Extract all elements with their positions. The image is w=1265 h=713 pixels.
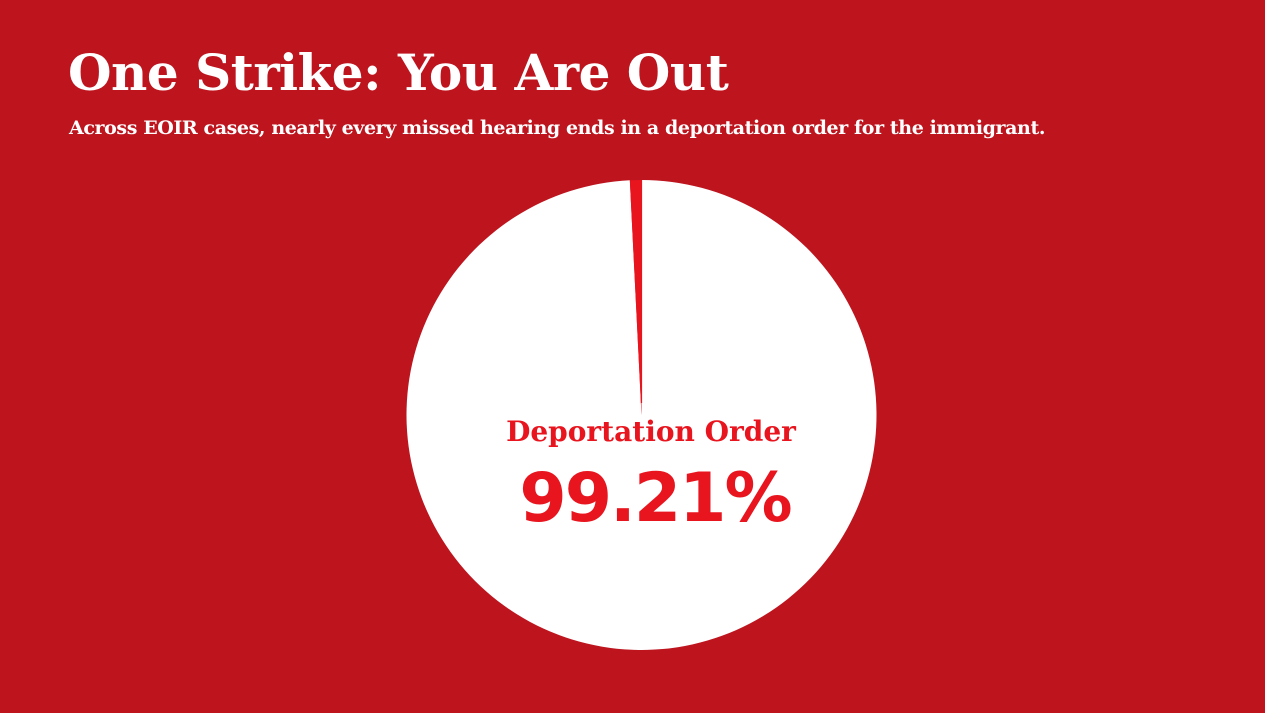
- slice-value-0: 99.21%: [519, 459, 790, 538]
- chart-subtitle: Across EOIR cases, nearly every missed h…: [69, 117, 1046, 139]
- slice-label-0: Deportation Order: [506, 415, 797, 448]
- pie-slice-1: [629, 180, 642, 415]
- chart-title: One Strike: You Are Out: [68, 43, 729, 102]
